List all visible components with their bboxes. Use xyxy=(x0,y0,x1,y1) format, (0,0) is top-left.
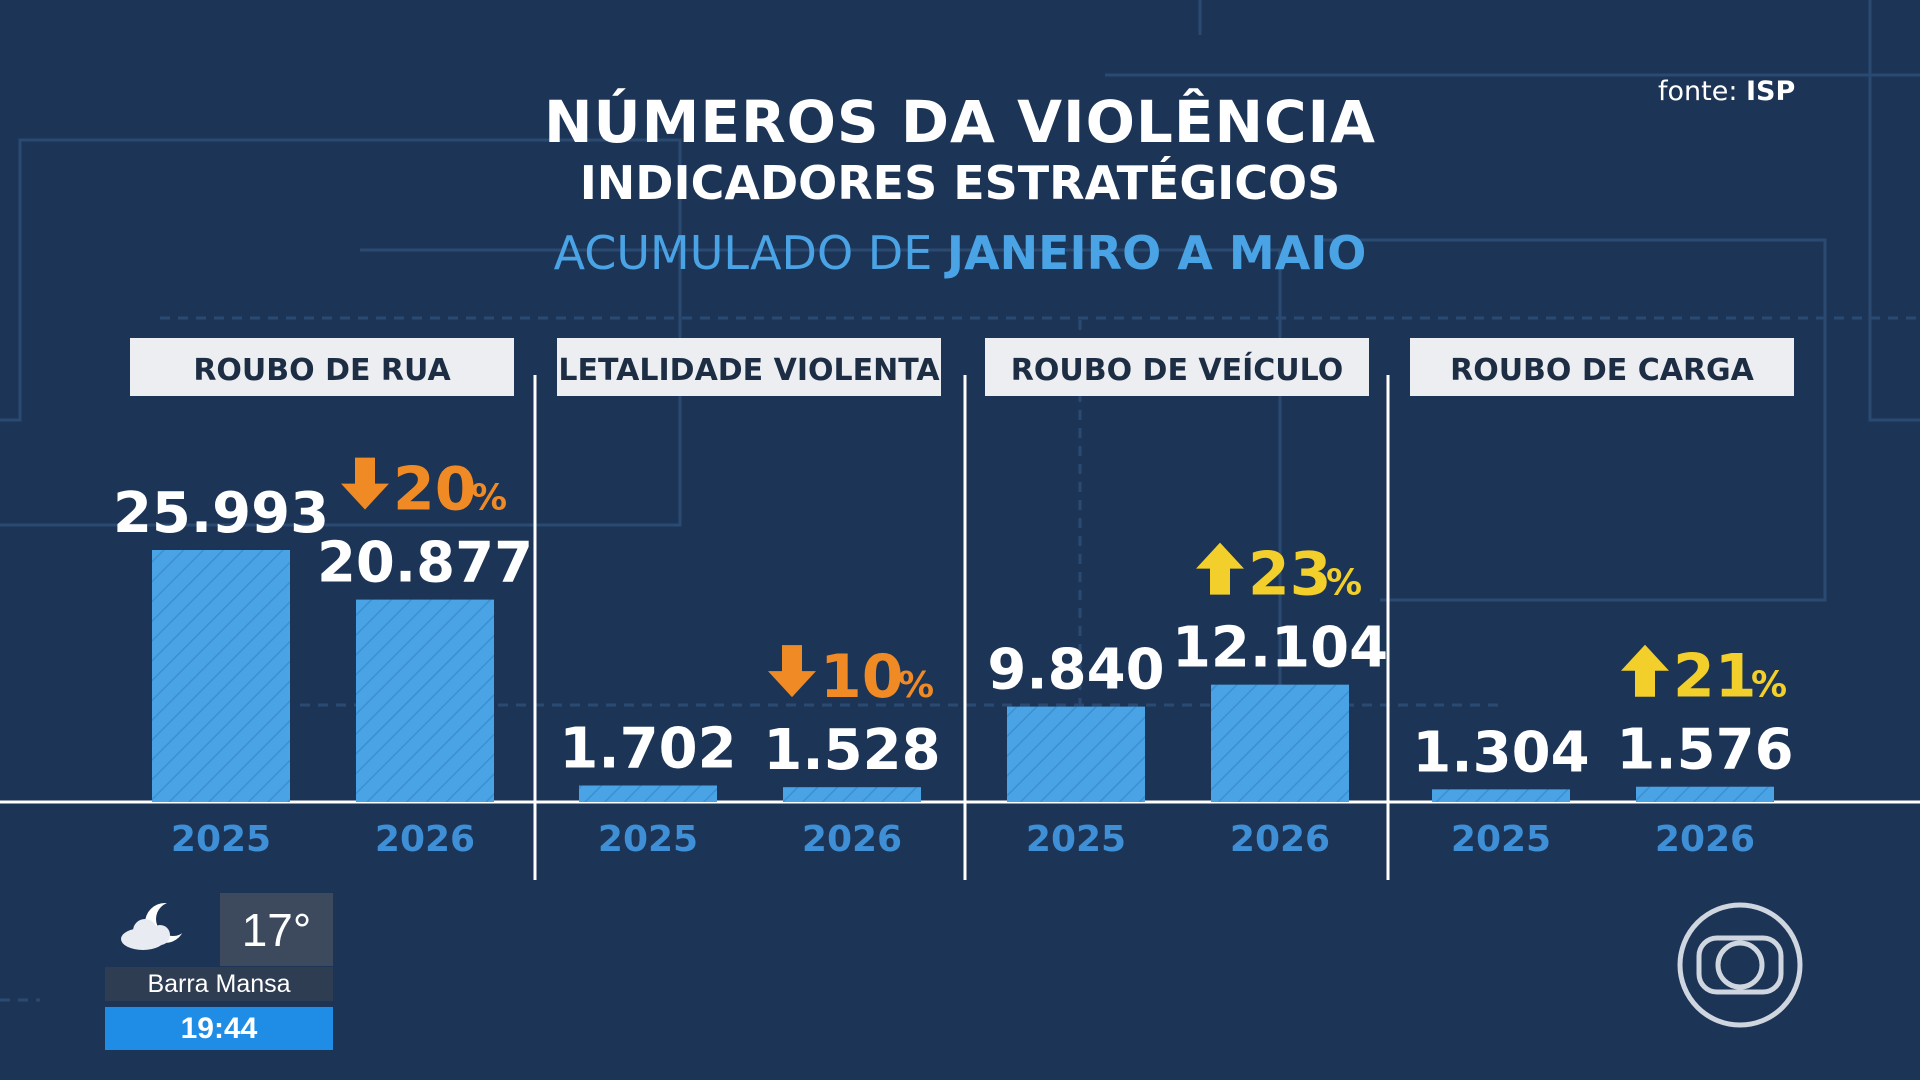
category-label-box xyxy=(557,338,941,396)
year-label: 2025 xyxy=(171,819,271,860)
source-label: fonte: ISP xyxy=(1658,76,1795,107)
period-range: JANEIRO A MAIO xyxy=(946,226,1367,280)
temperature: 17° xyxy=(241,904,312,956)
weather-icon-box xyxy=(105,893,218,966)
change-value: 10 xyxy=(820,642,904,712)
category-label: LETALIDADE VIOLENTA xyxy=(558,353,940,388)
period-prefix: ACUMULADO DE xyxy=(553,226,947,280)
bar xyxy=(1432,789,1570,802)
year-label: 2025 xyxy=(1451,819,1551,860)
bar xyxy=(1007,706,1145,802)
change-percent: % xyxy=(1326,563,1362,604)
bar xyxy=(579,785,717,802)
change-value: 21 xyxy=(1673,642,1757,712)
data-label: 1.528 xyxy=(763,718,940,783)
period-label: ACUMULADO DE JANEIRO A MAIO xyxy=(0,226,1920,280)
source-prefix: fonte: xyxy=(1658,76,1747,107)
change-percent: % xyxy=(1751,665,1787,706)
data-label: 1.576 xyxy=(1616,718,1793,783)
change-value: 23 xyxy=(1248,540,1332,610)
category-label-box xyxy=(1410,338,1794,396)
arrow-down-icon xyxy=(341,457,389,510)
temperature-box: 17° xyxy=(220,893,333,966)
year-label: 2025 xyxy=(1026,819,1126,860)
year-label: 2026 xyxy=(1655,819,1755,860)
category-label: ROUBO DE CARGA xyxy=(1450,353,1755,388)
change-value: 20 xyxy=(393,455,477,525)
data-label: 20.877 xyxy=(317,531,533,596)
change-percent: % xyxy=(471,478,507,519)
bar xyxy=(152,550,290,802)
weather-widget: 17° Barra Mansa 19:44 xyxy=(105,893,333,1050)
bar xyxy=(356,599,494,802)
city-name: Barra Mansa xyxy=(105,967,333,1001)
year-label: 2026 xyxy=(375,819,475,860)
data-label: 25.993 xyxy=(113,481,329,546)
data-label: 1.304 xyxy=(1412,720,1589,785)
source-name: ISP xyxy=(1746,76,1796,107)
clock-time: 19:44 xyxy=(105,1007,333,1050)
arrow-up-icon xyxy=(1621,644,1669,697)
arrow-down-icon xyxy=(768,645,816,698)
bar xyxy=(1636,786,1774,802)
year-label: 2026 xyxy=(802,819,902,860)
category-label-box xyxy=(985,338,1369,396)
category-label: ROUBO DE VEÍCULO xyxy=(1011,352,1343,388)
bar xyxy=(1211,684,1349,802)
category-label: ROUBO DE RUA xyxy=(193,353,451,388)
globo-logo xyxy=(1677,902,1803,1028)
data-label: 12.104 xyxy=(1172,616,1388,681)
arrow-up-icon xyxy=(1196,542,1244,595)
partly-cloudy-night-icon xyxy=(121,902,190,950)
bar xyxy=(783,787,921,802)
data-label: 9.840 xyxy=(987,638,1164,703)
chart-subtitle: INDICADORES ESTRATÉGICOS xyxy=(579,156,1341,210)
category-label-box xyxy=(130,338,514,396)
change-percent: % xyxy=(898,665,934,706)
year-label: 2025 xyxy=(598,819,698,860)
year-label: 2026 xyxy=(1230,819,1330,860)
chart-title: NÚMEROS DA VIOLÊNCIA xyxy=(543,88,1377,156)
data-label: 1.702 xyxy=(559,716,736,781)
